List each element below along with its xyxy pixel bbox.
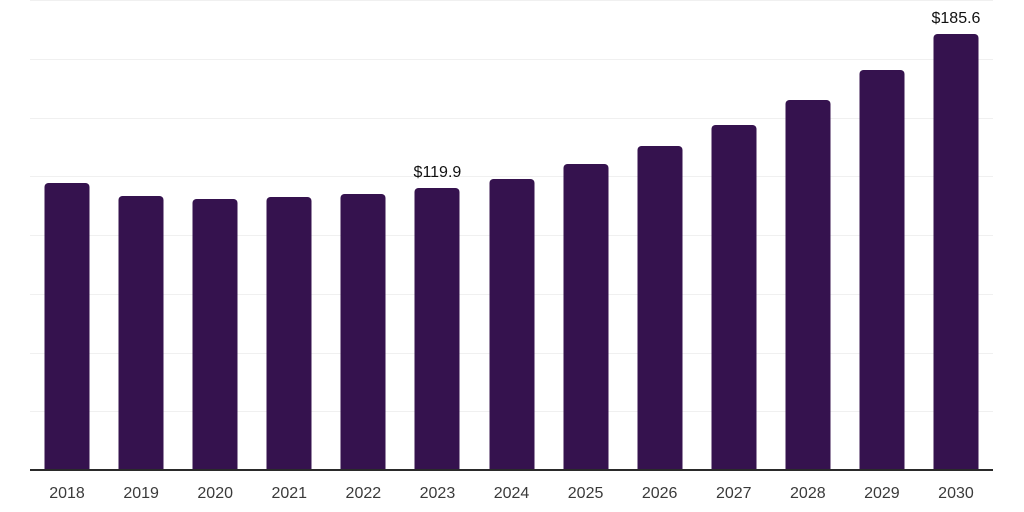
bar-column-2019 [104, 0, 178, 470]
x-axis-labels: 2018 2019 2020 2021 2022 2023 2024 2025 2026 2027… [30, 480, 993, 508]
x-tick-2023: 2023 [419, 485, 456, 502]
x-tick-2030: 2030 [938, 485, 974, 502]
bar-2020 [192, 199, 238, 470]
data-label-2023: $119.9 [413, 164, 462, 181]
bar-column-2020 [178, 0, 252, 470]
bar-column-2025 [549, 0, 623, 470]
bar-2025 [563, 164, 609, 470]
x-tick-2026: 2026 [641, 485, 678, 502]
bar-2022 [340, 194, 386, 470]
gridline-125 [30, 176, 993, 178]
data-label-2030: $185.6 [931, 10, 981, 27]
bar-2024 [489, 179, 534, 470]
bar-2023 [414, 188, 460, 470]
bar-2028 [785, 100, 831, 470]
gridline-175 [30, 58, 993, 60]
x-tick-2025: 2025 [567, 485, 604, 502]
bar-column-2028 [771, 0, 845, 470]
bar-column-2023: $119.9 [400, 0, 474, 470]
gridline-150 [30, 117, 993, 119]
bar-column-2022 [326, 0, 400, 470]
x-tick-2029: 2029 [864, 485, 900, 502]
bar-2030 [933, 34, 979, 470]
bar-column-2027 [697, 0, 771, 470]
x-tick-2020: 2020 [197, 485, 233, 502]
bar-column-2029 [845, 0, 919, 470]
bar-2018 [44, 183, 90, 470]
bar-2027 [711, 125, 757, 470]
x-tick-2022: 2022 [345, 485, 382, 502]
x-tick-2027: 2027 [715, 485, 752, 502]
x-tick-2024: 2024 [493, 485, 530, 502]
bar-column-2030: $185.6 [919, 0, 993, 470]
bar-2021 [266, 197, 312, 470]
gridline-200 [30, 0, 993, 1]
bar-2026 [637, 146, 683, 470]
bar-column-2018 [30, 0, 104, 470]
bar-2029 [859, 70, 905, 470]
bar-column-2026 [623, 0, 697, 470]
bar-2019 [118, 196, 164, 470]
x-axis-line [30, 469, 993, 471]
x-tick-2019: 2019 [123, 485, 159, 502]
x-tick-2028: 2028 [790, 485, 826, 502]
bars-layer: $119.9 $185.6 [30, 0, 993, 470]
x-tick-2021: 2021 [271, 485, 308, 502]
x-tick-2018: 2018 [49, 485, 85, 502]
bar-column-2024 [474, 0, 548, 470]
bar-column-2021 [252, 0, 326, 470]
